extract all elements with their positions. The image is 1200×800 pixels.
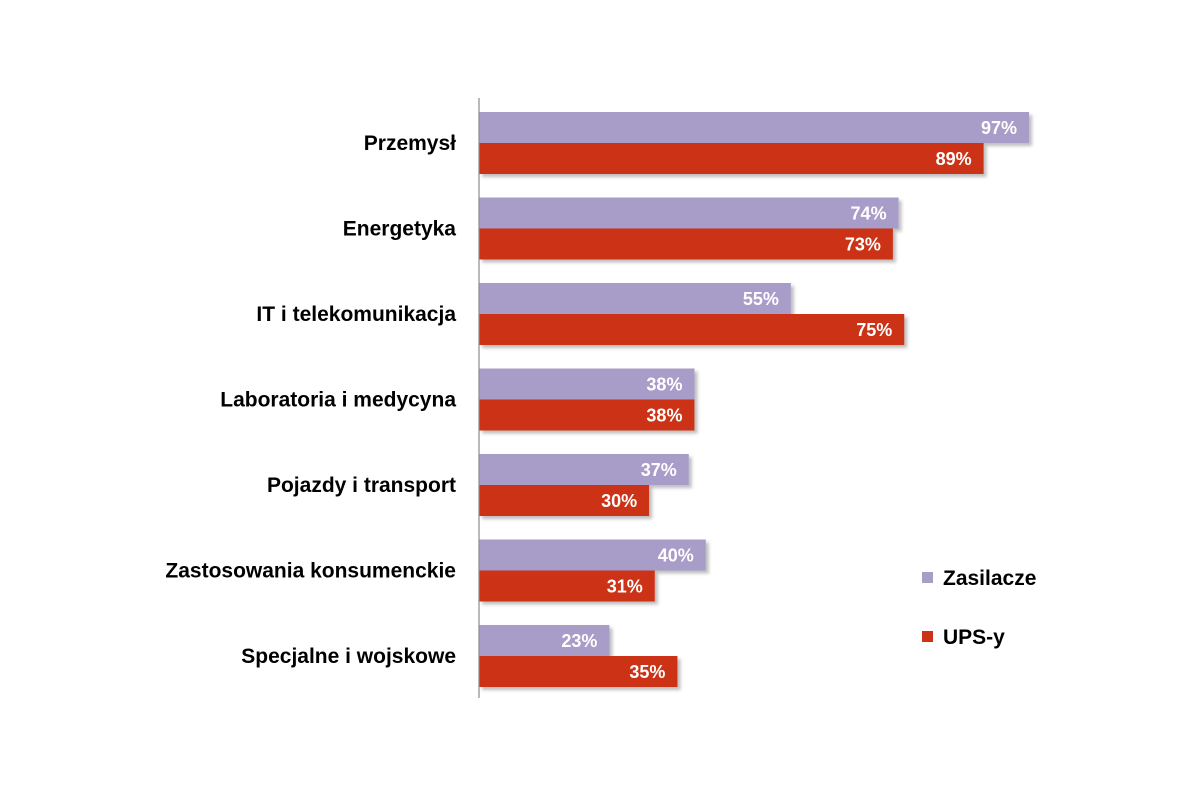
bar-value-label: 74% (851, 204, 887, 224)
bar-value-label: 35% (629, 662, 665, 682)
bar-zasilacze-3 (479, 368, 695, 400)
bar-zasilacze-1 (479, 197, 899, 229)
bar-value-label: 40% (658, 546, 694, 566)
bar-value-label: 31% (607, 577, 643, 597)
value-labels-layer: 97% 89% 74% 73% 55% 75% 38% 38% 37%30% 40% 31% 23% 3… (561, 118, 1017, 682)
category-label: Energetyka (343, 218, 457, 241)
bar-ups-2 (479, 314, 905, 345)
legend-label: Zasilacze (943, 567, 1036, 590)
bar-zasilacze-6 (479, 625, 610, 656)
bar-ups-3 (479, 399, 695, 431)
category-label: Przemysł (364, 132, 456, 155)
category-label: Laboratoria i medycyna (220, 389, 456, 412)
legend-swatch (922, 572, 933, 583)
bar-value-label: 89% (936, 149, 972, 169)
bar-value-label: 97% (981, 118, 1017, 138)
category-labels-layer: Przemysł Energetyka IT i telekomunikacja La… (165, 132, 456, 668)
bar-zasilacze-0 (479, 112, 1029, 143)
legend: Zasilacze UPS-y (922, 567, 1036, 649)
bar-ups-0 (479, 143, 984, 174)
bar-ups-6 (479, 656, 678, 687)
bar-value-label: 38% (646, 375, 682, 395)
category-label: Pojazdy i transport (267, 474, 456, 497)
bar-value-label: 38% (646, 406, 682, 426)
legend-swatch (922, 631, 933, 642)
category-label: Zastosowania konsumenckie (165, 560, 456, 583)
bar-value-label: 73% (845, 235, 881, 255)
bar-ups-1 (479, 228, 893, 260)
bar-value-label: 55% (743, 289, 779, 309)
bar-ups-4 (479, 485, 650, 516)
bar-zasilacze-5 (479, 539, 706, 571)
bar-zasilacze-4 (479, 454, 689, 485)
bar-value-label: 23% (561, 631, 597, 651)
legend-label: UPS-y (943, 626, 1005, 649)
bars-layer (479, 112, 1029, 687)
bar-value-label: 37% (641, 460, 677, 480)
category-label: IT i telekomunikacja (256, 303, 456, 326)
bar-value-label: 30% (601, 491, 637, 511)
bar-zasilacze-2 (479, 283, 791, 314)
bar-value-label: 75% (856, 320, 892, 340)
category-label: Specjalne i wojskowe (241, 645, 456, 668)
bar-ups-5 (479, 570, 655, 602)
